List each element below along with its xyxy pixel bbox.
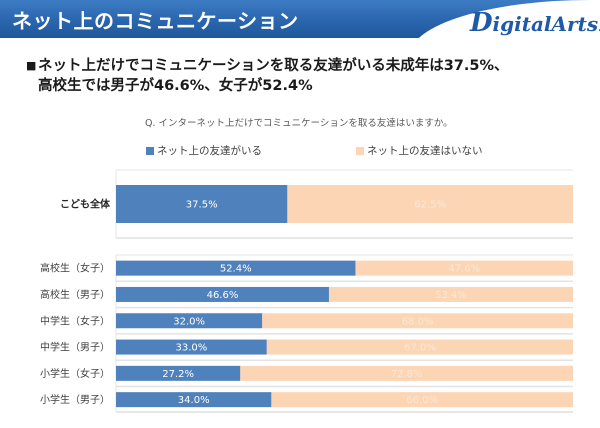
legend-swatch-blue-icon — [146, 147, 154, 155]
logo-text: igitalArts — [492, 12, 599, 36]
bar-segment-no-friends — [328, 286, 573, 302]
data-label: 68.0% — [402, 316, 434, 327]
data-label: 34.0% — [178, 395, 210, 406]
headline-text-1: ネット上だけでコミュニケーションを取る友達がいる未成年は37.5%、 — [38, 58, 509, 74]
data-label: 53.4% — [435, 290, 467, 301]
data-label: 66.0% — [406, 395, 438, 406]
bar-segment-has-friends — [116, 392, 272, 408]
bar-segment-no-friends — [355, 260, 573, 276]
headline-line-2: 高校生では男子が46.6%、女子が52.4% — [38, 78, 313, 94]
data-label: 33.0% — [176, 343, 208, 354]
category-label: 高校生（女子） — [40, 262, 110, 275]
page-title: ネット上のコミュニケーション — [12, 9, 299, 33]
category-label: 小学生（女子） — [40, 367, 110, 380]
digitalarts-logo: DigitalArts. — [470, 8, 600, 38]
bar-segment-no-friends — [240, 365, 573, 381]
bar-segment-has-friends — [116, 185, 288, 223]
legend-label: ネット上の友達がいる — [157, 145, 262, 157]
bar-segment-no-friends — [262, 313, 573, 329]
legend-item-no-friends: ネット上の友達はいない — [356, 143, 483, 158]
data-label: 52.4% — [220, 264, 252, 275]
bar-segment-has-friends — [116, 260, 356, 276]
headline-line-1: ■ ネット上だけでコミュニケーションを取る友達がいる未成年は37.5%、 — [26, 56, 509, 76]
data-label: 46.6% — [207, 290, 239, 301]
bar-segment-has-friends — [116, 339, 267, 355]
category-label: 高校生（男子） — [40, 288, 110, 301]
logo-mark: . — [598, 23, 600, 34]
bar-segment-no-friends — [287, 185, 573, 223]
category-label: こども全体 — [60, 198, 111, 211]
data-label: 47.6% — [448, 264, 480, 275]
category-label: 中学生（女子） — [40, 314, 110, 327]
survey-question: Q. インターネット上だけでコミュニケーションを取る友達はいますか。 — [145, 118, 453, 129]
data-label: 72.8% — [391, 369, 423, 380]
bar-segment-no-friends — [266, 339, 573, 355]
data-label: 62.5% — [414, 200, 446, 211]
header-banner: ネット上のコミュニケーション — [0, 0, 600, 38]
legend-label: ネット上の友達はいない — [367, 145, 483, 157]
square-bullet-icon: ■ — [26, 59, 37, 72]
category-label: 中学生（男子） — [40, 341, 110, 354]
data-label: 27.2% — [162, 369, 194, 380]
data-label: 32.0% — [173, 316, 205, 327]
legend-item-has-friends: ネット上の友達がいる — [146, 143, 262, 158]
category-label: 小学生（男子） — [40, 393, 110, 406]
bar-segment-has-friends — [116, 313, 263, 329]
data-label: 67.0% — [404, 343, 436, 354]
headline: ■ ネット上だけでコミュニケーションを取る友達がいる未成年は37.5%、 高校生で… — [26, 56, 509, 96]
bar-segment-has-friends — [116, 365, 241, 381]
data-label: 37.5% — [186, 200, 218, 211]
legend-swatch-peach-icon — [356, 147, 364, 155]
logo-initial: D — [470, 8, 493, 38]
bar-segment-no-friends — [271, 392, 573, 408]
bar-segment-has-friends — [116, 286, 329, 302]
